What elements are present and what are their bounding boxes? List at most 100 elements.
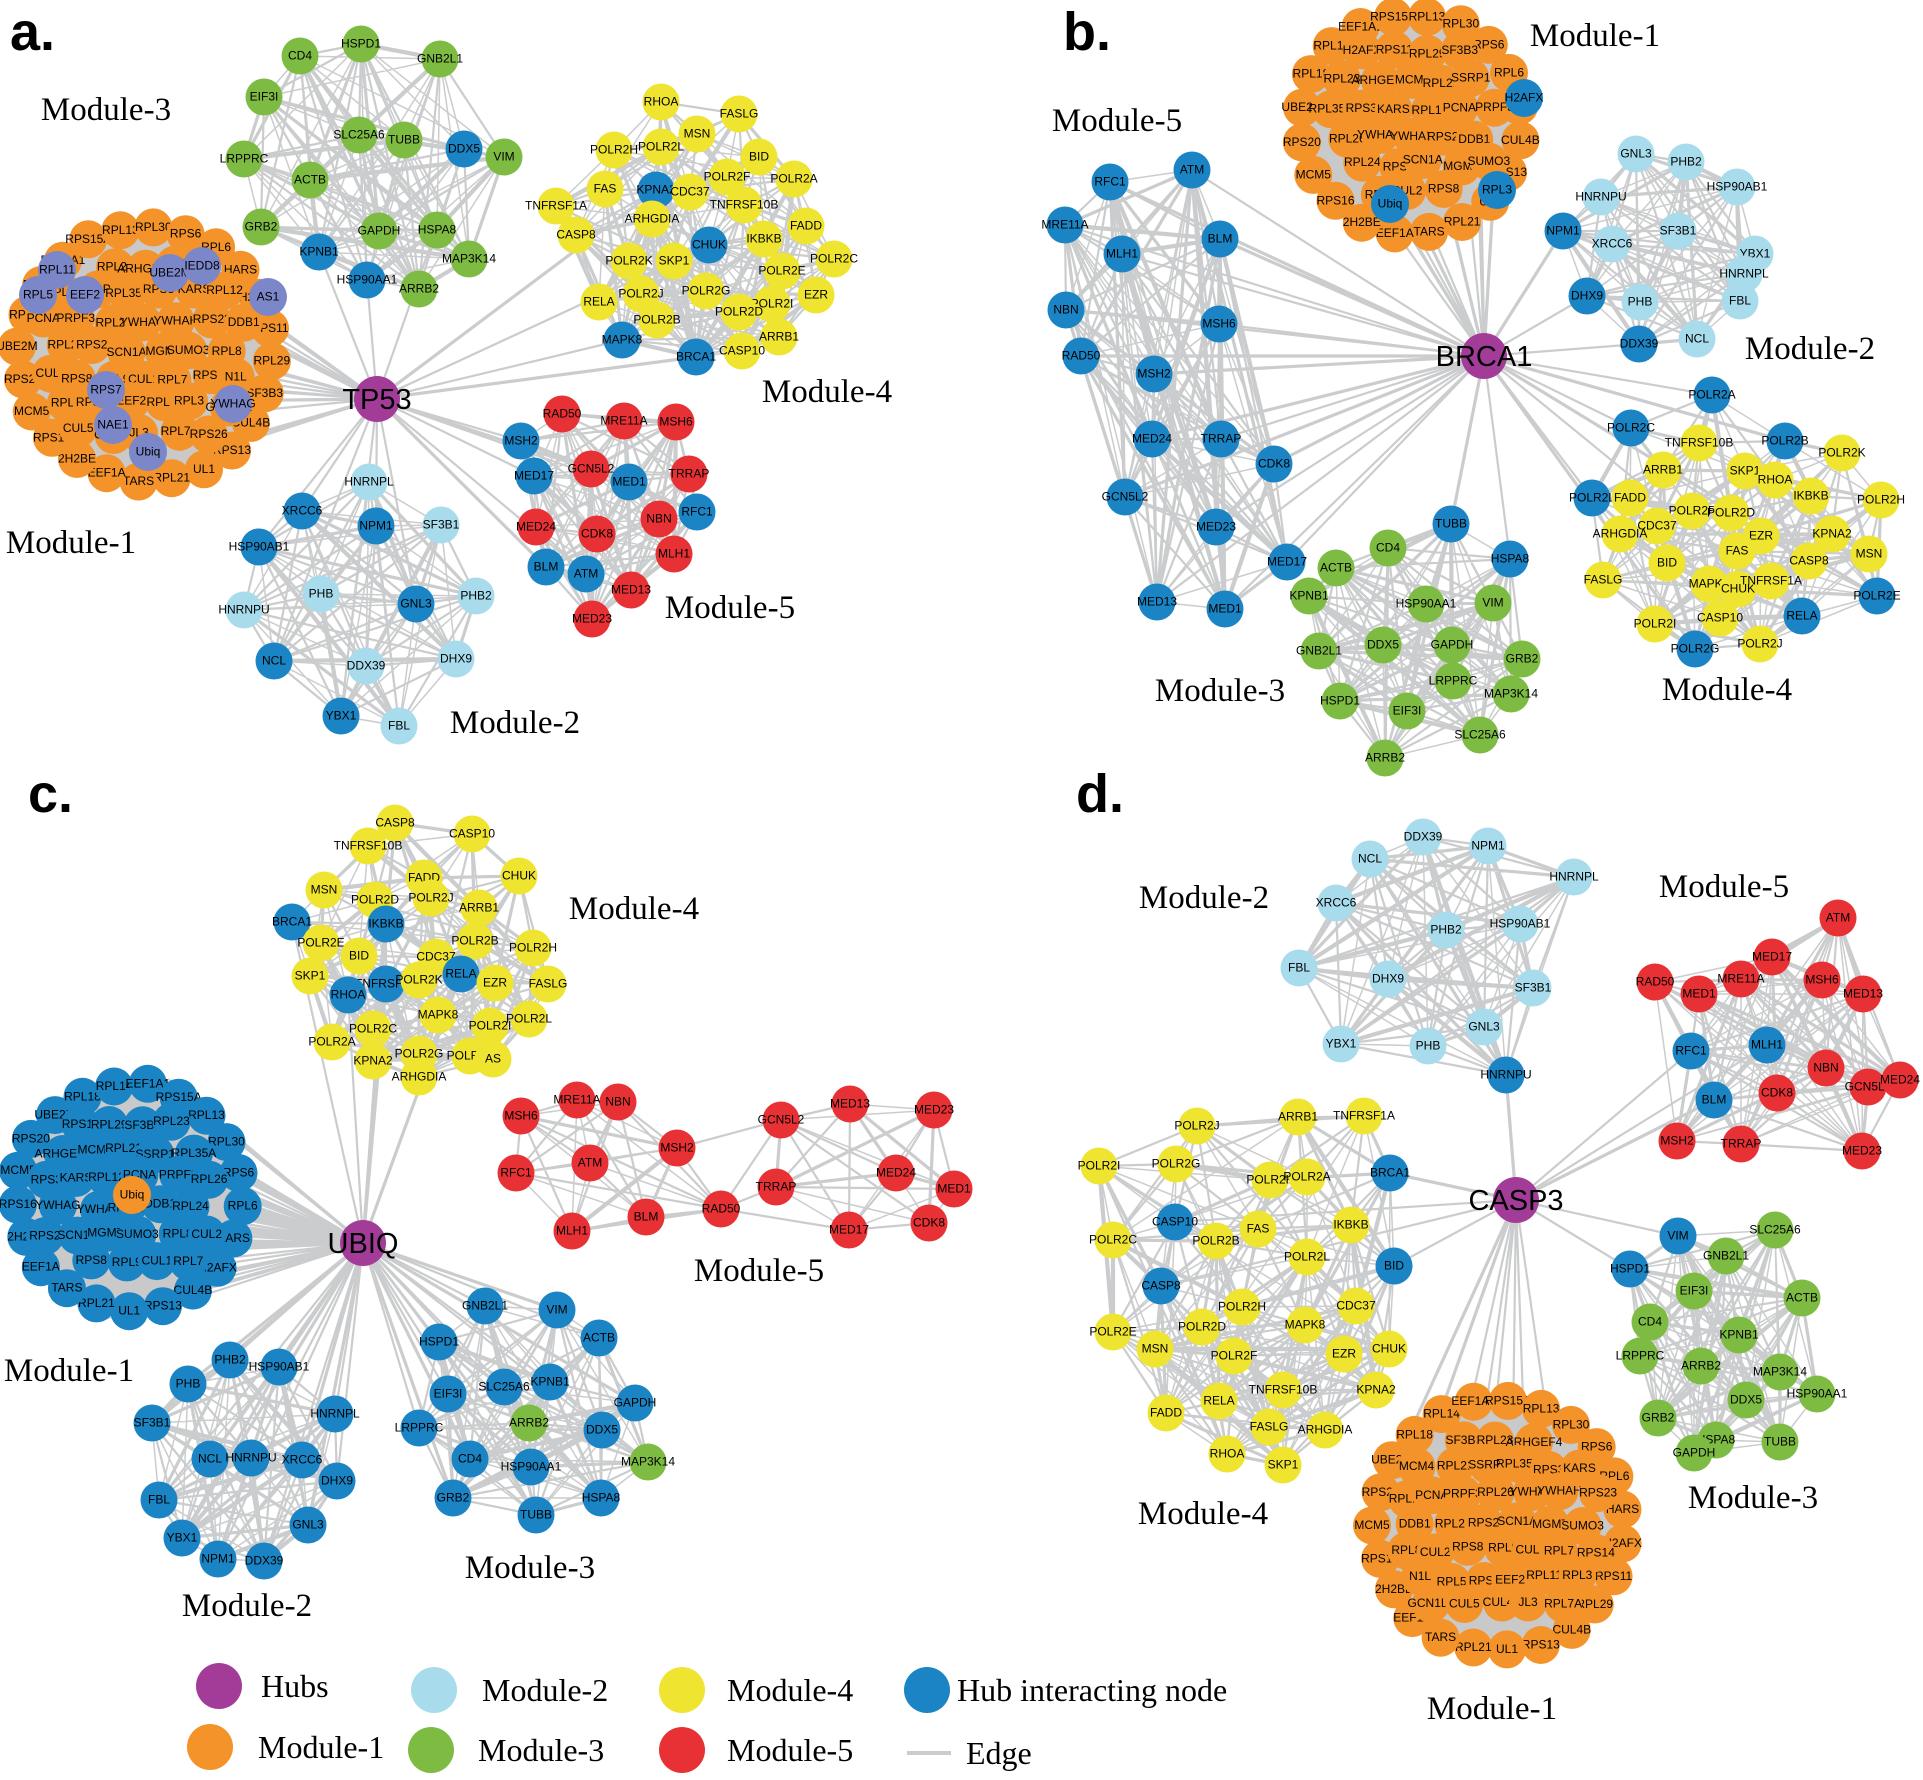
- svg-text:POLR2I: POLR2I: [751, 297, 794, 311]
- svg-text:RPS11: RPS11: [62, 1117, 99, 1131]
- svg-text:POLR2L: POLR2L: [638, 140, 684, 154]
- svg-text:Module-4: Module-4: [1662, 672, 1792, 708]
- svg-text:ARHGDIA: ARHGDIA: [625, 212, 680, 226]
- svg-text:Module-4: Module-4: [1138, 1496, 1268, 1532]
- svg-text:MCM4: MCM4: [1399, 1459, 1435, 1473]
- svg-text:GNB2L1: GNB2L1: [462, 1299, 508, 1313]
- svg-text:RPS2: RPS2: [1468, 1516, 1500, 1530]
- svg-text:RPL21: RPL21: [153, 471, 190, 485]
- svg-text:TUBB: TUBB: [1764, 1435, 1796, 1449]
- svg-text:ATM: ATM: [574, 567, 598, 581]
- svg-text:MLH1: MLH1: [658, 547, 690, 561]
- svg-text:FADD: FADD: [1150, 1406, 1182, 1420]
- svg-text:MAPK8: MAPK8: [602, 333, 643, 347]
- svg-text:RPS15A: RPS15A: [1485, 1393, 1531, 1407]
- svg-text:POLR2K: POLR2K: [1246, 1173, 1293, 1187]
- svg-text:DDX39: DDX39: [1620, 337, 1659, 351]
- svg-text:GRB2: GRB2: [1642, 1411, 1675, 1425]
- svg-text:BLM: BLM: [534, 560, 559, 574]
- svg-text:NBN: NBN: [1053, 303, 1078, 317]
- svg-text:MCM4: MCM4: [1395, 72, 1431, 86]
- svg-text:IKBKB: IKBKB: [368, 917, 403, 931]
- svg-text:RPS20: RPS20: [12, 1131, 50, 1145]
- svg-text:CD4: CD4: [288, 49, 312, 63]
- svg-text:SF3B3: SF3B3: [1445, 1433, 1482, 1447]
- svg-text:NCL: NCL: [1358, 852, 1382, 866]
- svg-text:RPS15A: RPS15A: [156, 1090, 202, 1104]
- svg-text:RPL7A: RPL7A: [161, 424, 199, 438]
- svg-text:MED13: MED13: [1843, 987, 1883, 1001]
- svg-text:RPL6: RPL6: [1494, 65, 1524, 79]
- svg-text:RFC1: RFC1: [500, 1166, 532, 1180]
- svg-text:EEF1A: EEF1A: [1376, 226, 1414, 240]
- svg-text:DDB1: DDB1: [228, 315, 260, 329]
- svg-text:Module-2: Module-2: [482, 1672, 608, 1708]
- svg-text:DDB1: DDB1: [1399, 1516, 1431, 1530]
- svg-text:HSP90AB1: HSP90AB1: [249, 1360, 310, 1374]
- svg-text:RPL26: RPL26: [95, 316, 132, 330]
- svg-text:KPNA2: KPNA2: [353, 1054, 393, 1068]
- svg-text:CASP10: CASP10: [719, 344, 765, 358]
- svg-text:Module-5: Module-5: [727, 1732, 853, 1768]
- svg-text:KPNB1: KPNB1: [530, 1375, 570, 1389]
- svg-text:Ubiq: Ubiq: [136, 445, 161, 459]
- svg-text:Module-1: Module-1: [1427, 1691, 1557, 1727]
- svg-text:POLR2E: POLR2E: [1089, 1325, 1136, 1339]
- svg-text:YWHAG: YWHAG: [35, 1198, 80, 1212]
- svg-text:RELA: RELA: [445, 967, 476, 981]
- svg-text:PHB2: PHB2: [1430, 923, 1462, 937]
- svg-text:YBX1: YBX1: [326, 709, 357, 723]
- svg-text:RPL26: RPL26: [191, 1172, 228, 1186]
- svg-text:GCN5L2: GCN5L2: [1845, 1080, 1892, 1094]
- svg-text:RPL35A: RPL35A: [105, 286, 150, 300]
- svg-text:SLC25A6: SLC25A6: [478, 1380, 530, 1394]
- svg-text:HSPA8: HSPA8: [418, 223, 457, 237]
- svg-text:TUBB: TUBB: [388, 133, 420, 147]
- svg-text:ARRB2: ARRB2: [509, 1416, 549, 1430]
- svg-text:RAD50: RAD50: [702, 1202, 741, 1216]
- svg-text:TNFRSF1A: TNFRSF1A: [1740, 574, 1802, 588]
- svg-text:DDX39: DDX39: [245, 1554, 284, 1568]
- svg-text:DDX5: DDX5: [1730, 1393, 1762, 1407]
- svg-text:BLM: BLM: [1702, 1093, 1727, 1107]
- svg-text:NCL: NCL: [198, 1452, 222, 1466]
- svg-text:SUMO3: SUMO3: [167, 343, 210, 357]
- svg-text:Module-5: Module-5: [1052, 103, 1182, 139]
- svg-text:RPS6: RPS6: [170, 227, 202, 241]
- svg-text:CHUK: CHUK: [502, 869, 536, 883]
- svg-text:POLR2L: POLR2L: [1284, 1250, 1330, 1264]
- svg-text:POLR2I: POLR2I: [1634, 617, 1677, 631]
- svg-text:SF3B1: SF3B1: [134, 1416, 171, 1430]
- svg-text:PRPF3: PRPF3: [1443, 1487, 1482, 1501]
- svg-text:GNL3: GNL3: [400, 597, 432, 611]
- svg-text:YBX1: YBX1: [167, 1531, 198, 1545]
- svg-text:RPL12: RPL12: [206, 283, 243, 297]
- svg-text:MED24: MED24: [876, 1166, 916, 1180]
- svg-text:GNL3: GNL3: [1620, 147, 1652, 161]
- svg-text:CDK8: CDK8: [581, 527, 613, 541]
- svg-text:FASLG: FASLG: [1584, 573, 1623, 587]
- svg-text:HNRNPU: HNRNPU: [225, 1451, 276, 1465]
- svg-text:Module-3: Module-3: [465, 1550, 595, 1586]
- svg-text:RPL3: RPL3: [1482, 183, 1512, 197]
- svg-text:HSPD1: HSPD1: [341, 37, 381, 51]
- svg-text:Module-4: Module-4: [569, 891, 699, 927]
- svg-text:RPS14: RPS14: [1577, 1546, 1615, 1560]
- svg-text:FADD: FADD: [790, 219, 822, 233]
- svg-text:EEF2: EEF2: [116, 394, 146, 408]
- svg-text:RPL8: RPL8: [1391, 1543, 1421, 1557]
- svg-text:ACTB: ACTB: [1320, 561, 1352, 575]
- svg-text:BLM: BLM: [634, 1210, 659, 1224]
- svg-text:JL3: JL3: [1518, 1595, 1538, 1609]
- svg-text:MSH2: MSH2: [1660, 1134, 1694, 1148]
- svg-text:TP53: TP53: [342, 384, 411, 416]
- svg-text:GNL3: GNL3: [1468, 1020, 1500, 1034]
- svg-text:RPL26: RPL26: [1477, 1485, 1514, 1499]
- svg-text:RPL24: RPL24: [1435, 1516, 1472, 1530]
- svg-text:CASP8: CASP8: [1789, 554, 1829, 568]
- svg-text:UL1: UL1: [193, 462, 215, 476]
- svg-text:GAPDH: GAPDH: [358, 224, 401, 238]
- svg-text:PRPF3: PRPF3: [56, 311, 95, 325]
- svg-text:MAP3K14: MAP3K14: [621, 1455, 675, 1469]
- svg-text:SSRP1: SSRP1: [1468, 1458, 1508, 1472]
